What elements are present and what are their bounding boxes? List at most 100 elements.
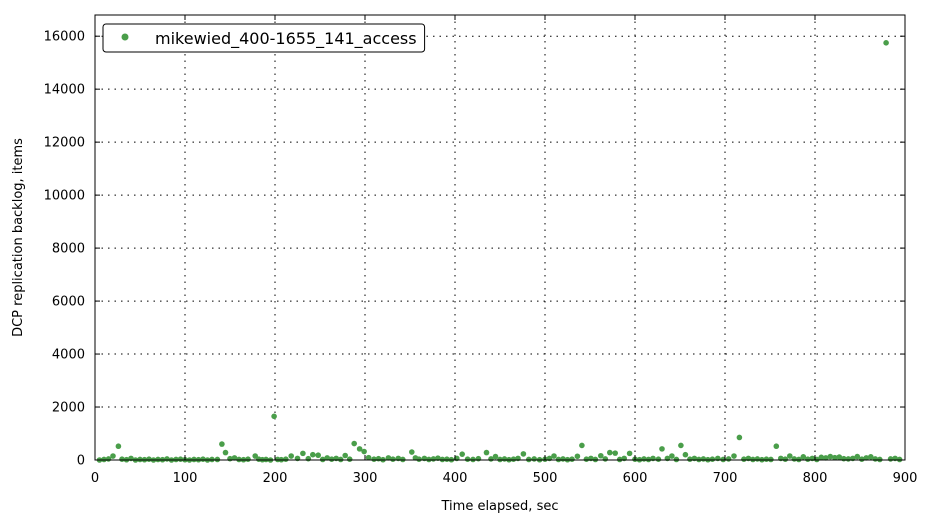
data-point	[439, 456, 446, 463]
data-point	[796, 456, 802, 463]
data-point	[669, 453, 675, 459]
data-point	[859, 456, 865, 463]
data-point	[155, 456, 161, 463]
data-point	[579, 442, 585, 449]
y-tick-label: 16000	[44, 30, 85, 45]
legend: mikewied_400-1655_141_access	[102, 23, 426, 53]
data-point	[426, 456, 432, 463]
data-point	[818, 454, 825, 461]
y-tick-label: 10000	[44, 189, 85, 204]
data-point	[324, 455, 331, 461]
data-point	[626, 450, 633, 457]
data-point	[832, 454, 838, 461]
y-tick-label: 8000	[52, 242, 85, 257]
data-point	[385, 455, 392, 461]
data-point	[782, 456, 789, 463]
data-point	[342, 452, 349, 459]
data-point	[731, 453, 737, 459]
data-point	[736, 434, 743, 441]
data-point	[531, 456, 537, 462]
data-point	[328, 456, 335, 463]
data-point	[574, 453, 581, 460]
data-point	[101, 456, 107, 463]
y-tick-label: 2000	[52, 401, 85, 416]
data-point	[222, 449, 229, 456]
legend-box	[102, 23, 426, 53]
data-point	[569, 456, 575, 463]
data-point	[678, 442, 684, 449]
data-point	[709, 456, 716, 463]
y-tick-label: 12000	[44, 136, 85, 151]
data-point	[371, 456, 377, 463]
x-axis-label: Time elapsed, sec	[441, 499, 559, 514]
data-point	[361, 448, 367, 455]
data-point	[305, 455, 312, 462]
data-point	[209, 456, 215, 463]
data-point	[616, 456, 623, 463]
data-point	[612, 450, 618, 456]
data-point	[800, 454, 807, 460]
x-tick-label: 700	[713, 471, 738, 486]
x-tick-label: 200	[263, 471, 288, 486]
data-point	[470, 456, 476, 463]
data-point	[602, 456, 609, 462]
data-point	[687, 456, 693, 463]
data-point	[191, 456, 197, 463]
data-point	[510, 456, 517, 463]
data-point	[607, 449, 613, 456]
data-point	[592, 456, 599, 463]
data-point	[497, 456, 503, 463]
data-point	[896, 456, 903, 463]
data-point	[110, 453, 116, 459]
data-point	[137, 456, 143, 463]
x-tick-label: 300	[353, 471, 378, 486]
data-point	[827, 453, 834, 460]
data-point	[263, 456, 269, 463]
data-point	[319, 456, 326, 463]
data-point	[883, 40, 889, 46]
data-point	[236, 456, 242, 463]
data-point	[583, 456, 590, 463]
data-point	[356, 446, 363, 452]
data-point	[464, 456, 471, 463]
x-tick-label: 100	[173, 471, 198, 486]
data-point	[146, 456, 152, 463]
data-point	[598, 452, 604, 459]
data-point	[655, 456, 662, 463]
data-point	[390, 456, 396, 463]
data-point	[773, 443, 780, 450]
data-point	[725, 456, 732, 462]
data-point	[696, 456, 702, 463]
data-point	[868, 454, 874, 460]
y-tick-label: 4000	[52, 348, 85, 363]
data-point	[659, 446, 665, 452]
data-point	[483, 449, 490, 456]
data-point	[219, 441, 225, 447]
data-point	[177, 456, 184, 463]
data-point	[836, 454, 843, 460]
x-tick-label: 800	[803, 471, 828, 486]
x-tick-label: 0	[91, 471, 99, 486]
data-point	[854, 453, 861, 460]
y-tick-label: 0	[77, 454, 85, 469]
data-point	[805, 456, 811, 463]
data-point	[673, 456, 680, 463]
y-axis-label: DCP replication backlog, items	[11, 138, 26, 337]
data-point	[300, 450, 306, 457]
data-point	[245, 456, 251, 463]
y-tick-label: 6000	[52, 295, 85, 310]
data-point	[823, 455, 829, 461]
data-point	[115, 443, 122, 450]
data-point	[409, 449, 415, 455]
legend-label: mikewied_400-1655_141_access	[155, 29, 417, 49]
data-point	[444, 456, 450, 463]
x-tick-label: 600	[623, 471, 648, 486]
data-point	[400, 456, 406, 463]
plot-frame	[94, 14, 906, 461]
grid-lines	[95, 15, 905, 460]
data-point	[787, 453, 793, 459]
axis-ticks	[94, 15, 906, 461]
data-point	[551, 453, 557, 459]
data-point	[416, 456, 422, 463]
